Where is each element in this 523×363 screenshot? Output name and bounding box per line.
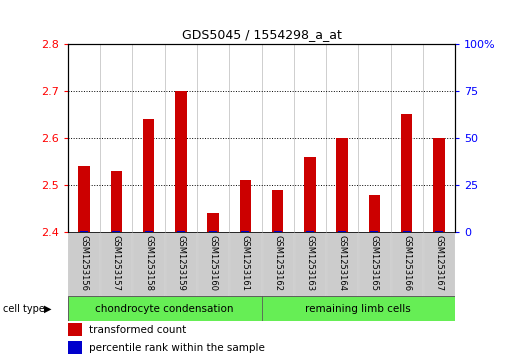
FancyBboxPatch shape: [262, 232, 294, 296]
Title: GDS5045 / 1554298_a_at: GDS5045 / 1554298_a_at: [181, 28, 342, 41]
Text: GSM1253156: GSM1253156: [79, 236, 88, 291]
FancyBboxPatch shape: [423, 232, 455, 296]
Bar: [338, 231, 346, 233]
FancyBboxPatch shape: [165, 232, 197, 296]
Bar: [304, 157, 315, 232]
Bar: [370, 231, 378, 233]
FancyBboxPatch shape: [68, 232, 100, 296]
FancyBboxPatch shape: [132, 232, 165, 296]
Bar: [403, 231, 411, 233]
Text: remaining limb cells: remaining limb cells: [305, 303, 411, 314]
Text: GSM1253167: GSM1253167: [435, 236, 444, 291]
Bar: [209, 231, 217, 233]
Bar: [306, 231, 314, 233]
Text: GSM1253164: GSM1253164: [338, 236, 347, 291]
FancyBboxPatch shape: [229, 232, 262, 296]
Bar: [208, 213, 219, 232]
Bar: [177, 231, 185, 233]
Bar: [175, 91, 187, 232]
Bar: [435, 231, 443, 233]
Bar: [433, 138, 445, 232]
Bar: [274, 231, 281, 233]
Text: chondrocyte condensation: chondrocyte condensation: [96, 303, 234, 314]
FancyBboxPatch shape: [294, 232, 326, 296]
Bar: [68, 296, 262, 321]
Bar: [68, 341, 82, 354]
Text: percentile rank within the sample: percentile rank within the sample: [89, 343, 265, 353]
Bar: [143, 119, 154, 232]
Text: cell type: cell type: [3, 303, 44, 314]
Text: transformed count: transformed count: [89, 325, 187, 335]
FancyBboxPatch shape: [100, 232, 132, 296]
FancyBboxPatch shape: [197, 232, 229, 296]
Text: GSM1253160: GSM1253160: [209, 236, 218, 291]
Bar: [336, 138, 348, 232]
Bar: [401, 114, 412, 232]
Bar: [112, 231, 120, 233]
Bar: [145, 231, 153, 233]
Text: GSM1253158: GSM1253158: [144, 236, 153, 291]
Text: GSM1253157: GSM1253157: [112, 236, 121, 291]
Bar: [242, 231, 249, 233]
Text: GSM1253159: GSM1253159: [176, 236, 185, 291]
Text: GSM1253165: GSM1253165: [370, 236, 379, 291]
FancyBboxPatch shape: [326, 232, 358, 296]
Text: ▶: ▶: [44, 303, 52, 314]
Bar: [80, 231, 88, 233]
Bar: [369, 195, 380, 232]
Text: GSM1253161: GSM1253161: [241, 236, 250, 291]
Bar: [68, 323, 82, 336]
Text: GSM1253162: GSM1253162: [273, 236, 282, 291]
Bar: [78, 166, 90, 232]
FancyBboxPatch shape: [358, 232, 391, 296]
FancyBboxPatch shape: [391, 232, 423, 296]
Bar: [240, 180, 251, 232]
Text: GSM1253166: GSM1253166: [402, 236, 411, 291]
Bar: [111, 171, 122, 232]
Bar: [262, 296, 455, 321]
Text: GSM1253163: GSM1253163: [305, 236, 314, 291]
Bar: [272, 190, 283, 232]
